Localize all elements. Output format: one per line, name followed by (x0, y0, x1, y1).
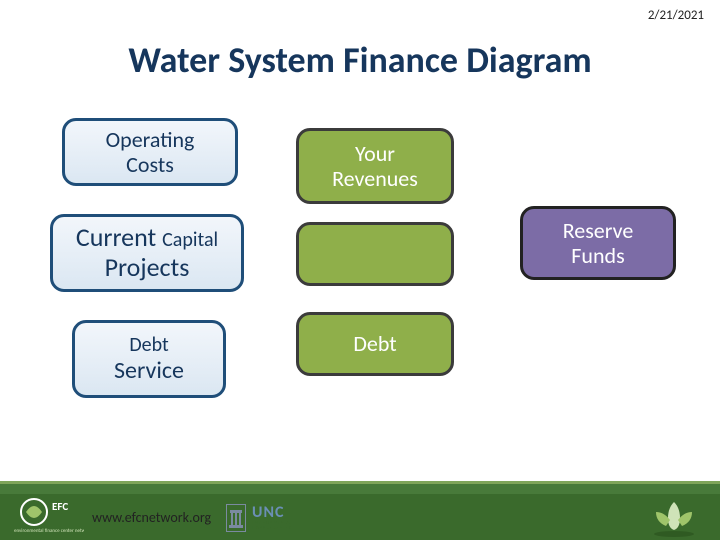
node-your-revenues: Your Revenues (296, 128, 454, 204)
node-text: Debt (353, 331, 396, 356)
node-reserve-funds: Reserve Funds (520, 206, 676, 280)
node-text: Revenues (332, 166, 418, 191)
node-operating-costs: Operating Costs (62, 118, 238, 186)
node-text: Service (114, 357, 184, 385)
node-text: Costs (126, 152, 174, 177)
pillar-icon (229, 507, 243, 529)
footer-url: www.efcnetwork.org (92, 509, 211, 526)
node-current-capital-projects: Current Capital Projects (50, 214, 244, 292)
footer-band (0, 484, 720, 494)
node-debt-green: Debt (296, 312, 454, 376)
node-text: Your (355, 141, 395, 166)
node-text: Funds (571, 243, 624, 268)
node-debt-service: Debt Service (72, 320, 226, 398)
svg-text:environmental finance center n: environmental finance center network (14, 528, 84, 534)
unc-pillar-icon (226, 504, 246, 532)
node-text: Reserve (563, 218, 634, 243)
unc-sub2: FINANCE CENTER (252, 526, 292, 531)
leaf-logo-icon (646, 490, 702, 538)
unc-label: UNC (252, 505, 292, 521)
node-text: Debt (129, 334, 168, 357)
node-text-main: Current (76, 221, 156, 253)
efc-logo-icon: EFC environmental finance center network (12, 494, 84, 536)
node-text-small: Capital (162, 228, 218, 252)
node-text: Projects (105, 253, 190, 283)
slide: 2/21/2021 Water System Finance Diagram O… (0, 0, 720, 540)
page-title: Water System Finance Diagram (0, 38, 720, 82)
node-green-mid (296, 222, 454, 286)
node-text: Current Capital (76, 223, 218, 253)
date-stamp: 2/21/2021 (648, 8, 704, 23)
svg-text:EFC: EFC (52, 500, 68, 513)
unc-text: UNC ENVIRONMENTAL FINANCE CENTER (252, 505, 292, 531)
unc-logo: UNC ENVIRONMENTAL FINANCE CENTER (226, 504, 292, 532)
node-text: Operating (106, 127, 195, 152)
